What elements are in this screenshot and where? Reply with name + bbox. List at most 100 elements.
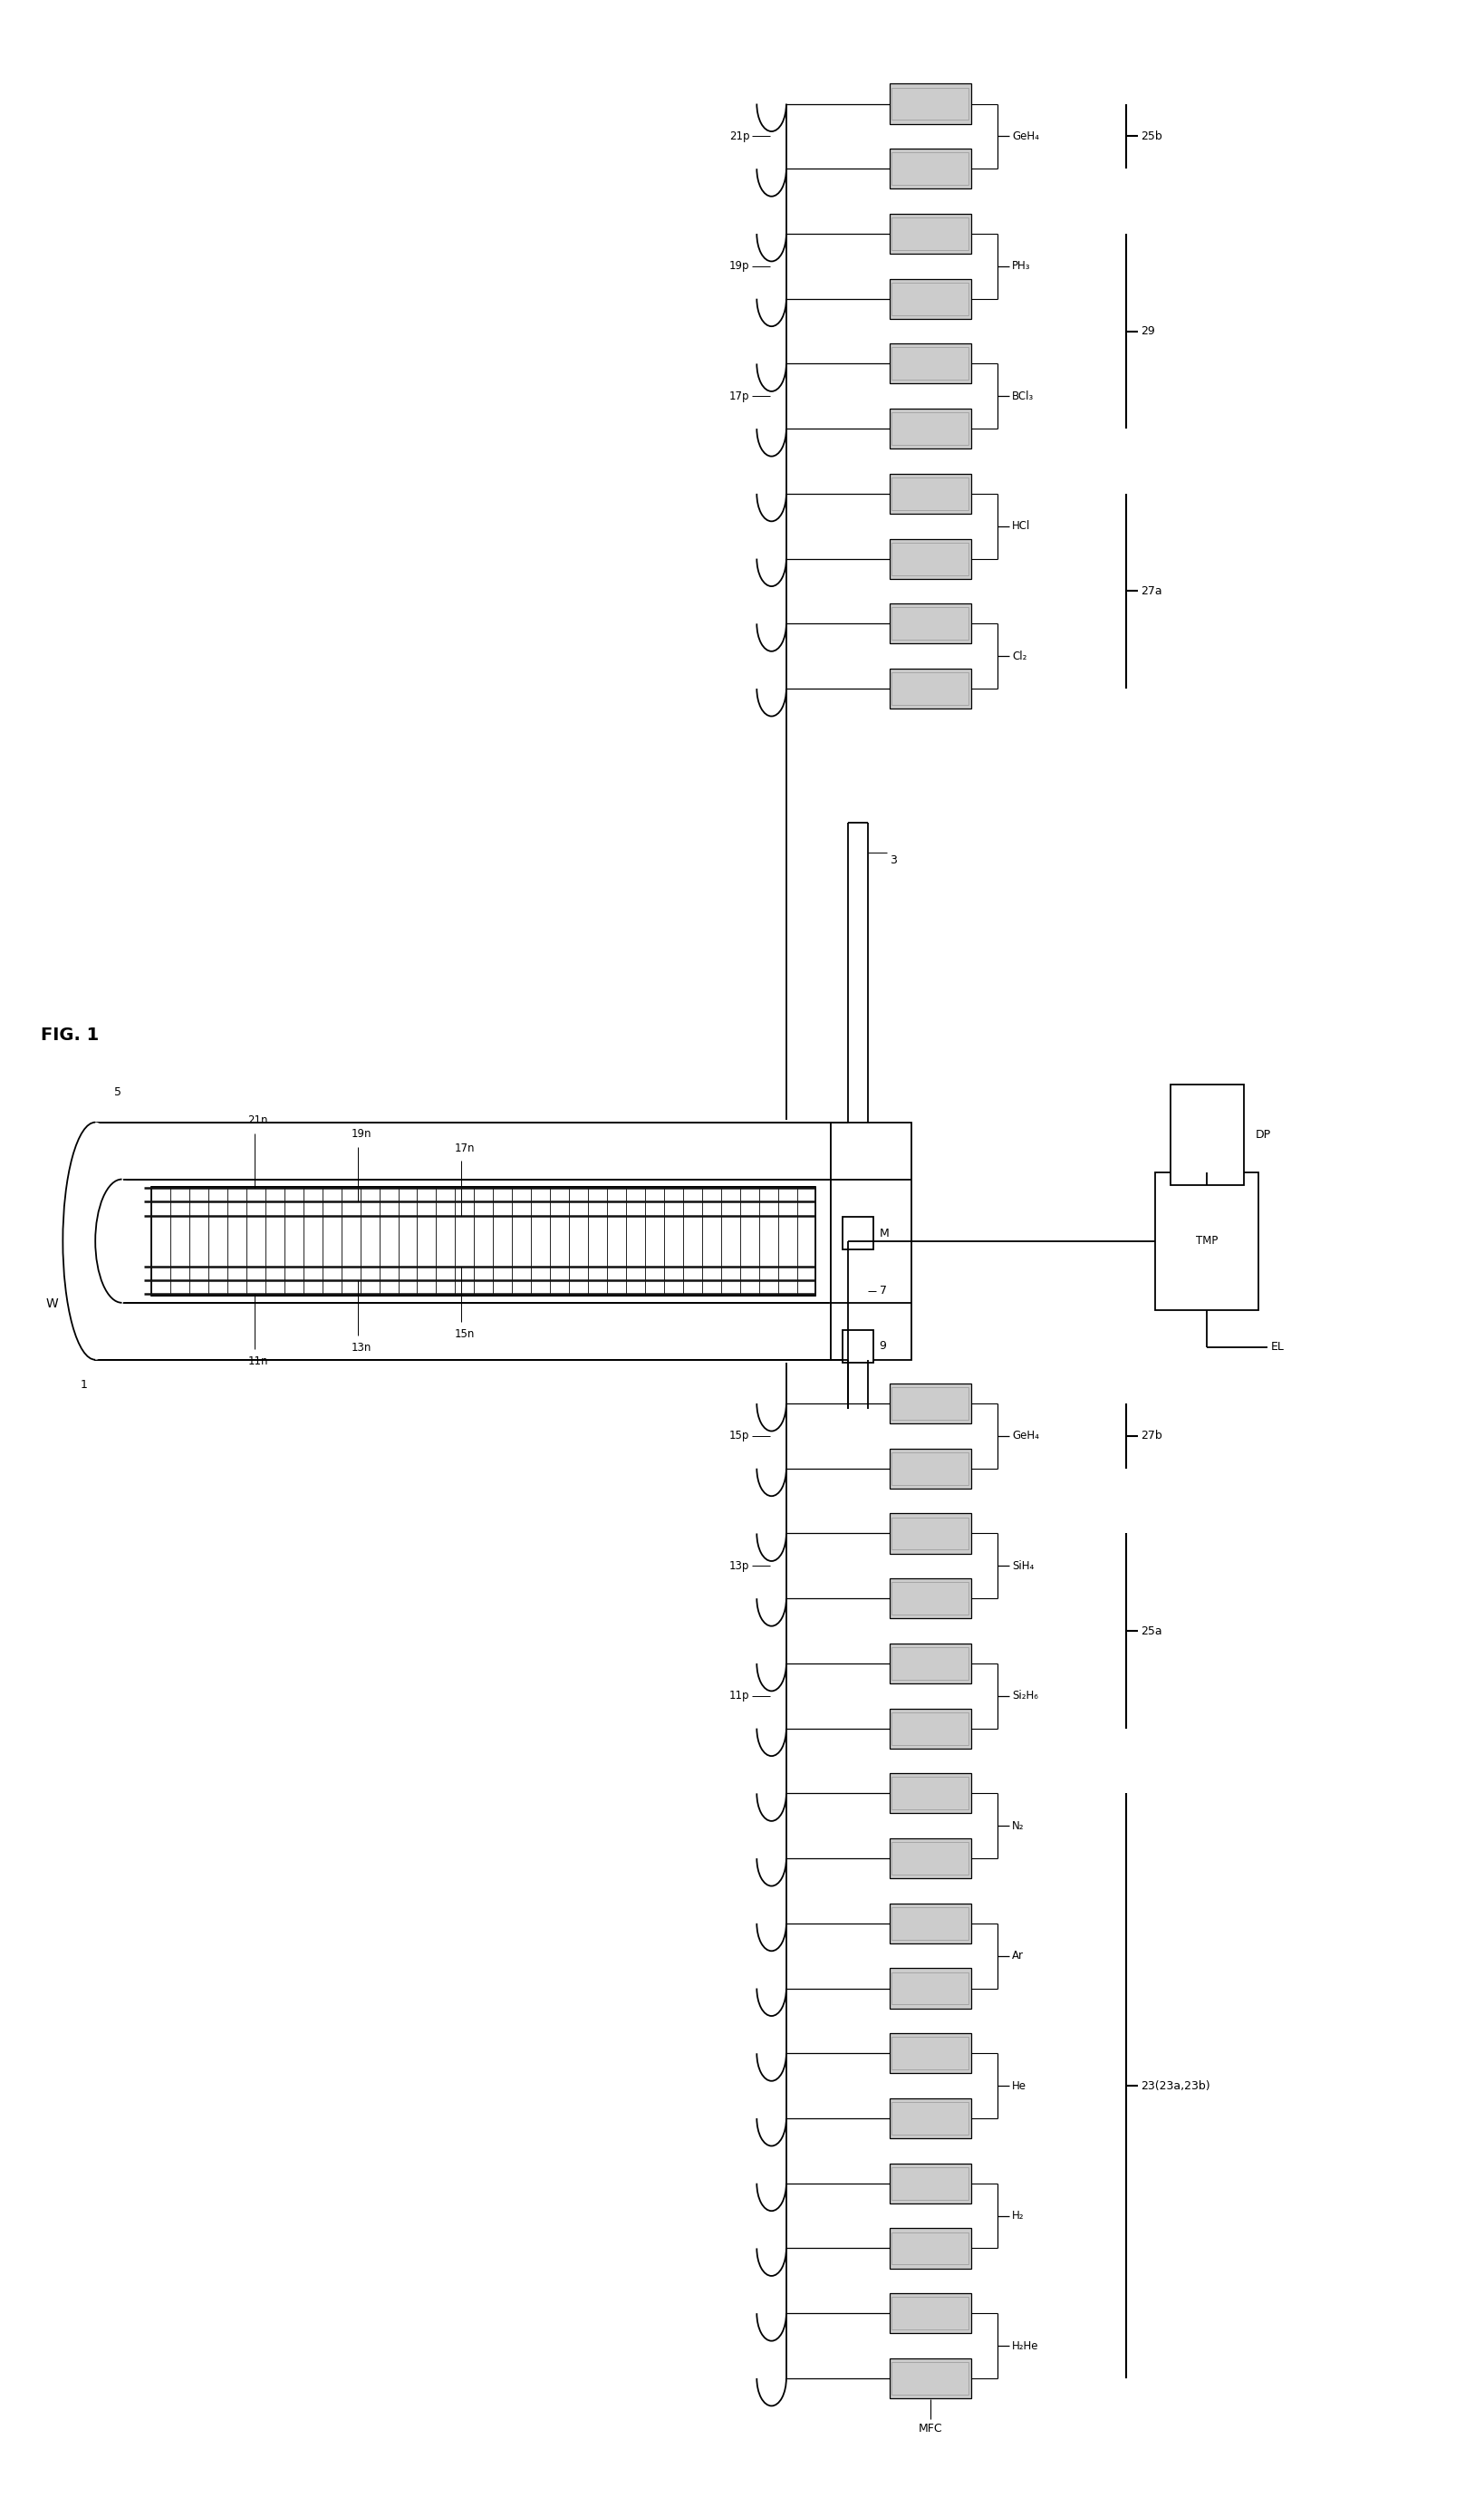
Bar bbox=[892, 283, 969, 316]
Bar bbox=[151, 1186, 816, 1296]
Text: 11p: 11p bbox=[729, 1690, 749, 1702]
Bar bbox=[892, 607, 969, 639]
Bar bbox=[892, 1908, 969, 1940]
Text: 7: 7 bbox=[880, 1286, 886, 1296]
Bar bbox=[889, 1645, 971, 1682]
Bar bbox=[122, 1178, 831, 1304]
Bar bbox=[892, 2038, 969, 2071]
Bar bbox=[889, 2098, 971, 2138]
Bar bbox=[892, 2166, 969, 2199]
Bar bbox=[889, 1838, 971, 1878]
Text: Cl₂: Cl₂ bbox=[1012, 649, 1027, 662]
Text: H₂: H₂ bbox=[1012, 2209, 1024, 2221]
Bar bbox=[889, 1384, 971, 1424]
Bar bbox=[889, 1449, 971, 1489]
Bar bbox=[892, 218, 969, 251]
Bar bbox=[892, 1386, 969, 1419]
Bar bbox=[892, 88, 969, 120]
Text: 29: 29 bbox=[1141, 326, 1155, 336]
Bar bbox=[892, 2296, 969, 2329]
Bar bbox=[1156, 1173, 1258, 1309]
Bar bbox=[889, 669, 971, 709]
Text: 15n: 15n bbox=[454, 1329, 475, 1339]
Bar bbox=[843, 1218, 874, 1251]
Bar bbox=[892, 2231, 969, 2264]
Bar bbox=[889, 604, 971, 644]
Bar bbox=[889, 148, 971, 188]
Bar bbox=[892, 2101, 969, 2133]
Text: 17p: 17p bbox=[729, 391, 749, 401]
Bar bbox=[889, 278, 971, 318]
Bar bbox=[889, 1579, 971, 1620]
Bar bbox=[892, 414, 969, 444]
Text: 1: 1 bbox=[80, 1379, 88, 1391]
Text: HCl: HCl bbox=[1012, 521, 1031, 531]
Bar bbox=[892, 1712, 969, 1745]
Text: 23(23a,23b): 23(23a,23b) bbox=[1141, 2081, 1209, 2091]
Text: DP: DP bbox=[1255, 1128, 1272, 1141]
Bar bbox=[892, 2362, 969, 2394]
Bar bbox=[892, 476, 969, 509]
Bar bbox=[889, 343, 971, 384]
Bar bbox=[889, 1903, 971, 1943]
Text: 27b: 27b bbox=[1141, 1429, 1162, 1442]
Bar bbox=[889, 2229, 971, 2269]
Bar bbox=[889, 539, 971, 579]
Text: PH₃: PH₃ bbox=[1012, 261, 1031, 273]
Text: Si₂H₆: Si₂H₆ bbox=[1012, 1690, 1039, 1702]
Text: 13p: 13p bbox=[729, 1559, 749, 1572]
Bar bbox=[892, 542, 969, 574]
Bar bbox=[843, 1329, 874, 1361]
Text: 21p: 21p bbox=[729, 130, 749, 143]
Text: 11n: 11n bbox=[248, 1356, 269, 1366]
Text: GeH₄: GeH₄ bbox=[1012, 130, 1039, 143]
Bar bbox=[889, 2164, 971, 2204]
Bar bbox=[892, 1973, 969, 2006]
Text: SiH₄: SiH₄ bbox=[1012, 1559, 1034, 1572]
Bar bbox=[889, 1514, 971, 1554]
Text: H₂He: H₂He bbox=[1012, 2339, 1039, 2352]
Text: 21n: 21n bbox=[248, 1116, 269, 1126]
Bar bbox=[889, 474, 971, 514]
Bar bbox=[95, 1123, 831, 1359]
Bar bbox=[889, 83, 971, 123]
Text: GeH₄: GeH₄ bbox=[1012, 1429, 1039, 1442]
Bar bbox=[889, 2359, 971, 2399]
Ellipse shape bbox=[95, 1178, 148, 1304]
Text: 19n: 19n bbox=[350, 1128, 371, 1141]
Bar bbox=[892, 1582, 969, 1615]
Bar bbox=[892, 1777, 969, 1810]
Text: 25b: 25b bbox=[1141, 130, 1162, 143]
Bar bbox=[892, 153, 969, 186]
Bar bbox=[889, 1772, 971, 1813]
Text: He: He bbox=[1012, 2081, 1027, 2091]
Bar bbox=[889, 213, 971, 253]
Bar bbox=[889, 2294, 971, 2334]
Text: 13n: 13n bbox=[350, 1341, 371, 1354]
Bar bbox=[892, 1452, 969, 1484]
Bar bbox=[1171, 1086, 1244, 1186]
Bar bbox=[889, 2033, 971, 2073]
Text: 25a: 25a bbox=[1141, 1625, 1162, 1637]
Text: N₂: N₂ bbox=[1012, 1820, 1024, 1833]
Text: TMP: TMP bbox=[1196, 1236, 1218, 1246]
Bar bbox=[892, 672, 969, 704]
Bar bbox=[892, 1647, 969, 1680]
Bar bbox=[831, 1123, 911, 1359]
Bar bbox=[889, 1707, 971, 1747]
Text: FIG. 1: FIG. 1 bbox=[40, 1025, 99, 1043]
Text: M: M bbox=[880, 1228, 889, 1238]
Text: 15p: 15p bbox=[729, 1429, 749, 1442]
Text: 5: 5 bbox=[114, 1086, 122, 1098]
Ellipse shape bbox=[62, 1123, 128, 1359]
Text: 3: 3 bbox=[889, 855, 896, 865]
Text: 27a: 27a bbox=[1141, 584, 1162, 597]
Text: 9: 9 bbox=[880, 1341, 886, 1351]
Text: Ar: Ar bbox=[1012, 1950, 1024, 1963]
Text: 17n: 17n bbox=[454, 1143, 475, 1153]
Bar bbox=[889, 409, 971, 449]
Bar bbox=[892, 1843, 969, 1875]
Text: EL: EL bbox=[1270, 1341, 1284, 1354]
Text: 19p: 19p bbox=[729, 261, 749, 273]
Text: BCl₃: BCl₃ bbox=[1012, 391, 1034, 401]
